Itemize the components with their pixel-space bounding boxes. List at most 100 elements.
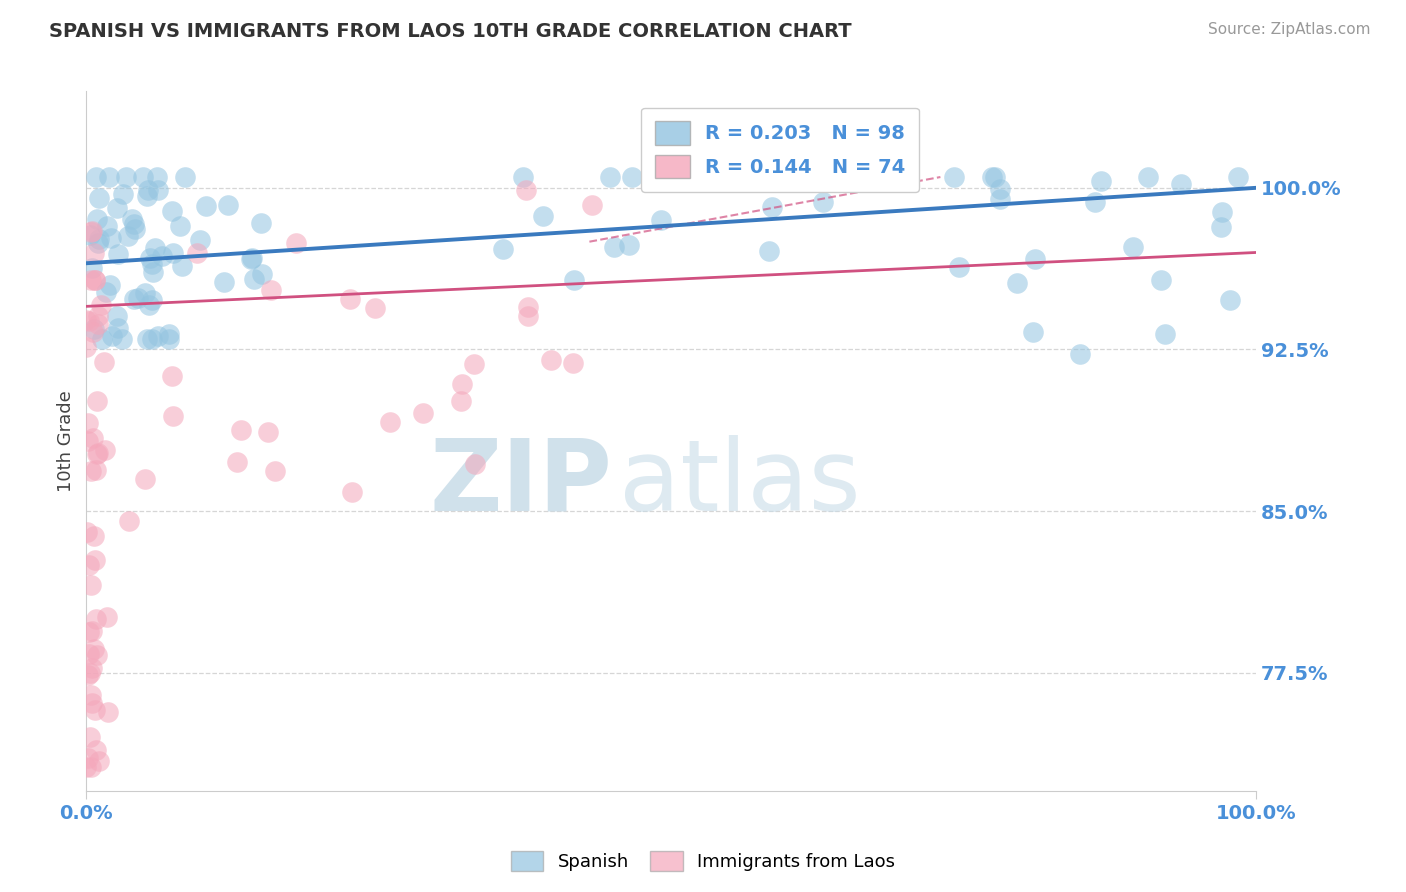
- Point: [98, 169, 121, 184]
- Point: [948, 260, 970, 274]
- Point: [1007, 276, 1029, 290]
- Point: [77, 558, 100, 572]
- Point: [101, 328, 124, 343]
- Point: [1122, 240, 1144, 254]
- Point: [84, 612, 107, 626]
- Point: [540, 353, 562, 368]
- Point: [87, 317, 110, 331]
- Point: [264, 464, 287, 478]
- Point: [1136, 169, 1159, 184]
- Point: [75, 313, 97, 327]
- Point: [943, 169, 966, 184]
- Y-axis label: 10th Grade: 10th Grade: [58, 390, 75, 491]
- Point: [84, 703, 107, 717]
- Point: [77, 668, 100, 682]
- Point: [603, 240, 626, 254]
- Point: [84, 273, 107, 287]
- Point: [1021, 325, 1043, 339]
- Point: [162, 409, 184, 424]
- Point: [141, 293, 163, 307]
- Point: [188, 234, 211, 248]
- Point: [86, 212, 108, 227]
- Point: [105, 201, 128, 215]
- Point: [364, 301, 387, 316]
- Point: [581, 197, 603, 211]
- Point: [621, 169, 644, 184]
- Point: [688, 169, 710, 184]
- Point: [170, 259, 193, 273]
- Point: [169, 219, 191, 233]
- Point: [114, 169, 136, 184]
- Point: [451, 376, 474, 391]
- Point: [100, 231, 122, 245]
- Point: [83, 322, 105, 336]
- Point: [150, 249, 173, 263]
- Point: [988, 182, 1011, 196]
- Point: [80, 578, 103, 592]
- Point: [83, 246, 105, 260]
- Point: [162, 245, 184, 260]
- Point: [134, 286, 156, 301]
- Point: [217, 198, 239, 212]
- Point: [981, 169, 1004, 184]
- Text: ZIP: ZIP: [430, 434, 613, 532]
- Point: [80, 696, 103, 710]
- Point: [135, 332, 157, 346]
- Point: [1219, 293, 1241, 307]
- Point: [86, 648, 108, 662]
- Legend: Spanish, Immigrants from Laos: Spanish, Immigrants from Laos: [503, 844, 903, 879]
- Text: SPANISH VS IMMIGRANTS FROM LAOS 10TH GRADE CORRELATION CHART: SPANISH VS IMMIGRANTS FROM LAOS 10TH GRA…: [49, 22, 852, 41]
- Point: [82, 326, 104, 340]
- Point: [86, 447, 108, 461]
- Point: [249, 216, 271, 230]
- Point: [142, 265, 165, 279]
- Point: [87, 232, 110, 246]
- Point: [342, 485, 364, 500]
- Point: [77, 434, 100, 448]
- Point: [121, 212, 143, 227]
- Point: [90, 298, 112, 312]
- Point: [516, 301, 538, 315]
- Point: [132, 169, 155, 184]
- Point: [86, 394, 108, 409]
- Point: [87, 236, 110, 251]
- Point: [93, 354, 115, 368]
- Point: [146, 169, 169, 184]
- Point: [112, 186, 135, 201]
- Point: [599, 169, 621, 184]
- Point: [257, 425, 280, 439]
- Point: [96, 609, 118, 624]
- Point: [87, 755, 110, 769]
- Point: [79, 227, 101, 242]
- Point: [240, 251, 263, 265]
- Text: atlas: atlas: [619, 434, 860, 532]
- Point: [93, 442, 115, 457]
- Point: [117, 229, 139, 244]
- Point: [75, 759, 97, 773]
- Point: [80, 688, 103, 702]
- Point: [122, 218, 145, 232]
- Point: [758, 244, 780, 259]
- Point: [378, 415, 401, 429]
- Point: [79, 730, 101, 744]
- Point: [1227, 169, 1250, 184]
- Point: [84, 463, 107, 477]
- Point: [284, 236, 307, 251]
- Point: [76, 525, 98, 540]
- Point: [87, 445, 110, 459]
- Point: [714, 169, 737, 184]
- Point: [82, 431, 104, 445]
- Point: [83, 553, 105, 567]
- Point: [111, 332, 134, 346]
- Text: Source: ZipAtlas.com: Source: ZipAtlas.com: [1208, 22, 1371, 37]
- Point: [162, 369, 184, 384]
- Point: [226, 455, 249, 469]
- Point: [464, 457, 486, 471]
- Point: [143, 241, 166, 255]
- Point: [1069, 347, 1091, 361]
- Point: [648, 169, 671, 184]
- Point: [83, 529, 105, 543]
- Point: [849, 169, 872, 184]
- Point: [97, 705, 120, 719]
- Point: [136, 183, 159, 197]
